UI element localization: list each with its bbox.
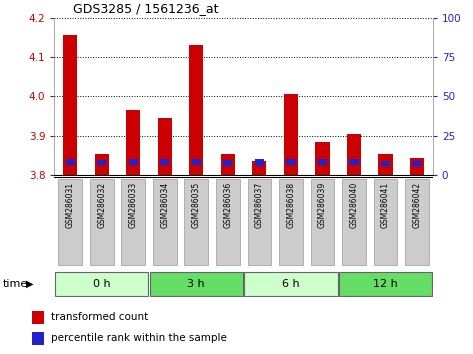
Text: transformed count: transformed count [51, 312, 149, 322]
FancyBboxPatch shape [342, 179, 366, 266]
Bar [129, 159, 138, 165]
Bar [66, 160, 75, 165]
Text: time: time [2, 279, 27, 289]
Text: GSM286041: GSM286041 [381, 182, 390, 228]
Bar [412, 161, 421, 166]
FancyBboxPatch shape [339, 272, 432, 296]
Bar [318, 160, 327, 165]
FancyBboxPatch shape [279, 179, 303, 266]
Text: ▶: ▶ [26, 279, 34, 289]
Bar [32, 311, 44, 324]
FancyBboxPatch shape [153, 179, 176, 266]
FancyBboxPatch shape [311, 179, 334, 266]
Bar [252, 161, 266, 175]
Bar [315, 142, 330, 175]
Text: GDS3285 / 1561236_at: GDS3285 / 1561236_at [73, 2, 219, 15]
FancyBboxPatch shape [247, 179, 271, 266]
Text: GSM286031: GSM286031 [66, 182, 75, 228]
Text: GSM286042: GSM286042 [412, 182, 421, 228]
Bar [160, 159, 169, 165]
Text: GSM286034: GSM286034 [160, 182, 169, 228]
FancyBboxPatch shape [405, 179, 429, 266]
Bar [192, 160, 201, 165]
FancyBboxPatch shape [55, 272, 149, 296]
FancyBboxPatch shape [184, 179, 208, 266]
Text: 0 h: 0 h [93, 279, 111, 289]
FancyBboxPatch shape [58, 179, 82, 266]
FancyBboxPatch shape [122, 179, 145, 266]
Bar [126, 110, 140, 175]
Bar [32, 332, 44, 345]
Bar [189, 45, 203, 175]
Text: GSM286037: GSM286037 [255, 182, 264, 228]
FancyBboxPatch shape [374, 179, 397, 266]
Bar [95, 154, 109, 175]
Bar [255, 160, 264, 166]
Bar [221, 154, 235, 175]
Text: GSM286040: GSM286040 [350, 182, 359, 228]
Bar [347, 134, 361, 175]
Text: 3 h: 3 h [187, 279, 205, 289]
Text: GSM286033: GSM286033 [129, 182, 138, 228]
Text: GSM286038: GSM286038 [286, 182, 296, 228]
Bar [158, 118, 172, 175]
Text: percentile rank within the sample: percentile rank within the sample [51, 333, 227, 343]
FancyBboxPatch shape [216, 179, 240, 266]
Bar [63, 35, 77, 175]
Bar [284, 95, 298, 175]
FancyBboxPatch shape [90, 179, 114, 266]
FancyBboxPatch shape [244, 272, 338, 296]
Text: GSM286036: GSM286036 [223, 182, 232, 228]
Bar [378, 154, 393, 175]
Text: GSM286035: GSM286035 [192, 182, 201, 228]
Text: GSM286032: GSM286032 [97, 182, 106, 228]
FancyBboxPatch shape [149, 272, 243, 296]
Bar [97, 160, 106, 165]
Bar [286, 160, 296, 165]
Bar [350, 160, 359, 165]
Bar [223, 160, 232, 166]
Text: GSM286039: GSM286039 [318, 182, 327, 228]
Bar [410, 158, 424, 175]
Text: 6 h: 6 h [282, 279, 300, 289]
Bar [381, 161, 390, 166]
Text: 12 h: 12 h [373, 279, 398, 289]
